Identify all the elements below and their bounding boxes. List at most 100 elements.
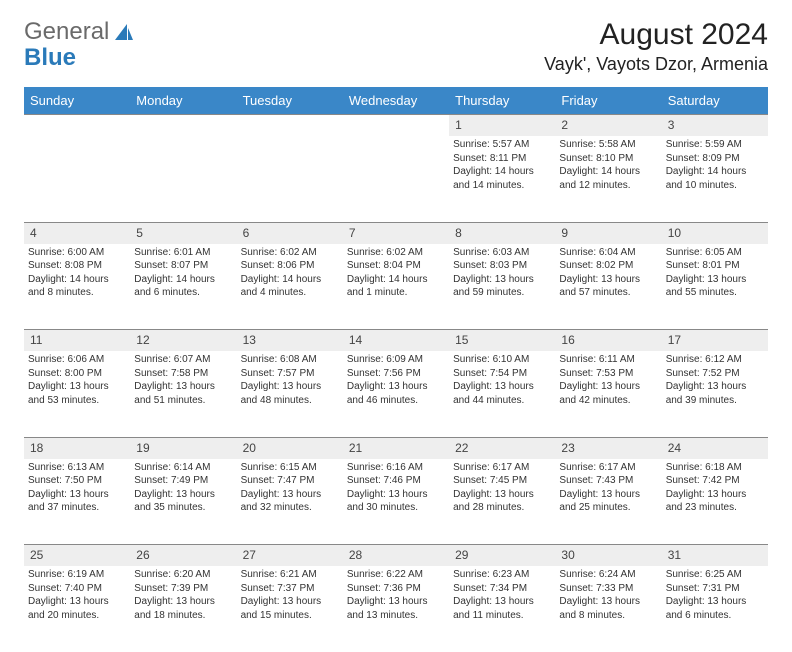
day-sunrise: Sunrise: 6:06 AM [28, 354, 126, 367]
day-day2: and 1 minute. [347, 287, 445, 300]
day-day2: and 10 minutes. [666, 180, 764, 193]
day-number-cell: 5 [130, 222, 236, 244]
day-sunrise: Sunrise: 6:04 AM [559, 247, 657, 260]
day-sunset: Sunset: 7:33 PM [559, 583, 657, 596]
day-day2: and 15 minutes. [241, 610, 339, 623]
day-content-cell: Sunrise: 6:04 AMSunset: 8:02 PMDaylight:… [555, 244, 661, 330]
day-number: 15 [455, 333, 468, 347]
day-sunrise: Sunrise: 6:10 AM [453, 354, 551, 367]
day-sunrise: Sunrise: 6:17 AM [453, 462, 551, 475]
day-content-cell: Sunrise: 6:24 AMSunset: 7:33 PMDaylight:… [555, 566, 661, 652]
day-day1: Daylight: 13 hours [666, 596, 764, 609]
day-day2: and 35 minutes. [134, 502, 232, 515]
header: General August 2024 Vayk', Vayots Dzor, … [24, 18, 768, 75]
day-number: 8 [455, 226, 462, 240]
day-number-cell: 11 [24, 330, 130, 352]
day-number-cell: 25 [24, 545, 130, 567]
day-number-cell: 19 [130, 437, 236, 459]
day-number: 16 [561, 333, 574, 347]
day-day2: and 14 minutes. [453, 180, 551, 193]
day-content-cell: Sunrise: 6:08 AMSunset: 7:57 PMDaylight:… [237, 351, 343, 437]
logo-text-blue: Blue [24, 44, 76, 72]
day-day2: and 13 minutes. [347, 610, 445, 623]
day-day1: Daylight: 13 hours [666, 381, 764, 394]
logo-text-general: General [24, 18, 109, 46]
day-sunset: Sunset: 7:43 PM [559, 475, 657, 488]
day-content-cell: Sunrise: 6:16 AMSunset: 7:46 PMDaylight:… [343, 459, 449, 545]
day-content-cell: Sunrise: 6:01 AMSunset: 8:07 PMDaylight:… [130, 244, 236, 330]
day-day1: Daylight: 13 hours [241, 381, 339, 394]
day-number-cell: 16 [555, 330, 661, 352]
day-sunset: Sunset: 7:45 PM [453, 475, 551, 488]
day-sunrise: Sunrise: 6:18 AM [666, 462, 764, 475]
day-number-cell [237, 115, 343, 137]
day-number-cell: 8 [449, 222, 555, 244]
day-content-cell: Sunrise: 6:25 AMSunset: 7:31 PMDaylight:… [662, 566, 768, 652]
day-sunrise: Sunrise: 5:57 AM [453, 139, 551, 152]
day-day1: Daylight: 14 hours [559, 166, 657, 179]
day-number: 6 [243, 226, 250, 240]
day-number-cell: 14 [343, 330, 449, 352]
day-number-cell: 3 [662, 115, 768, 137]
day-day2: and 32 minutes. [241, 502, 339, 515]
day-content-cell: Sunrise: 6:20 AMSunset: 7:39 PMDaylight:… [130, 566, 236, 652]
weekday-fri: Friday [555, 87, 661, 115]
day-sunset: Sunset: 8:10 PM [559, 153, 657, 166]
day-day2: and 28 minutes. [453, 502, 551, 515]
day-content-row: Sunrise: 6:19 AMSunset: 7:40 PMDaylight:… [24, 566, 768, 652]
day-day2: and 51 minutes. [134, 395, 232, 408]
day-number: 19 [136, 441, 149, 455]
day-content-cell: Sunrise: 6:02 AMSunset: 8:06 PMDaylight:… [237, 244, 343, 330]
day-sunset: Sunset: 8:11 PM [453, 153, 551, 166]
day-day2: and 46 minutes. [347, 395, 445, 408]
day-sunrise: Sunrise: 6:03 AM [453, 247, 551, 260]
day-content-cell: Sunrise: 6:18 AMSunset: 7:42 PMDaylight:… [662, 459, 768, 545]
weekday-mon: Monday [130, 87, 236, 115]
day-content-cell: Sunrise: 6:07 AMSunset: 7:58 PMDaylight:… [130, 351, 236, 437]
day-number-cell: 4 [24, 222, 130, 244]
day-number: 30 [561, 548, 574, 562]
day-content-cell: Sunrise: 6:17 AMSunset: 7:45 PMDaylight:… [449, 459, 555, 545]
day-sunset: Sunset: 7:42 PM [666, 475, 764, 488]
day-sunset: Sunset: 7:58 PM [134, 368, 232, 381]
day-day1: Daylight: 13 hours [28, 596, 126, 609]
day-number-cell: 24 [662, 437, 768, 459]
day-sunset: Sunset: 7:53 PM [559, 368, 657, 381]
day-sunrise: Sunrise: 6:17 AM [559, 462, 657, 475]
day-number-cell: 18 [24, 437, 130, 459]
day-day2: and 12 minutes. [559, 180, 657, 193]
day-day1: Daylight: 13 hours [666, 274, 764, 287]
day-sunrise: Sunrise: 6:12 AM [666, 354, 764, 367]
logo-sail-icon [113, 22, 135, 42]
day-content-cell: Sunrise: 6:11 AMSunset: 7:53 PMDaylight:… [555, 351, 661, 437]
day-number: 18 [30, 441, 43, 455]
day-number-cell: 10 [662, 222, 768, 244]
day-day2: and 37 minutes. [28, 502, 126, 515]
calendar-table: Sunday Monday Tuesday Wednesday Thursday… [24, 87, 768, 652]
day-number-cell: 20 [237, 437, 343, 459]
day-day2: and 8 minutes. [559, 610, 657, 623]
day-sunset: Sunset: 7:46 PM [347, 475, 445, 488]
day-content-cell: Sunrise: 6:10 AMSunset: 7:54 PMDaylight:… [449, 351, 555, 437]
day-sunrise: Sunrise: 6:19 AM [28, 569, 126, 582]
daynum-row: 11121314151617 [24, 330, 768, 352]
day-number: 4 [30, 226, 37, 240]
day-sunset: Sunset: 7:50 PM [28, 475, 126, 488]
day-number-cell: 27 [237, 545, 343, 567]
day-sunset: Sunset: 8:07 PM [134, 260, 232, 273]
day-day2: and 25 minutes. [559, 502, 657, 515]
day-sunset: Sunset: 7:54 PM [453, 368, 551, 381]
day-day1: Daylight: 13 hours [134, 489, 232, 502]
day-sunset: Sunset: 7:57 PM [241, 368, 339, 381]
day-day1: Daylight: 14 hours [453, 166, 551, 179]
day-number: 25 [30, 548, 43, 562]
day-day2: and 23 minutes. [666, 502, 764, 515]
day-sunrise: Sunrise: 6:14 AM [134, 462, 232, 475]
day-number-cell: 1 [449, 115, 555, 137]
day-number: 21 [349, 441, 362, 455]
day-sunset: Sunset: 8:01 PM [666, 260, 764, 273]
day-day2: and 30 minutes. [347, 502, 445, 515]
day-number: 1 [455, 118, 462, 132]
day-content-row: Sunrise: 5:57 AMSunset: 8:11 PMDaylight:… [24, 136, 768, 222]
day-day1: Daylight: 13 hours [241, 489, 339, 502]
